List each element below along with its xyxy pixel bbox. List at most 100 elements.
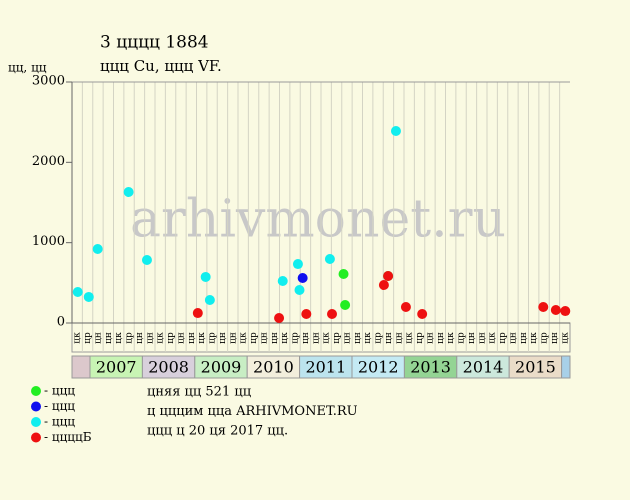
point <box>204 295 215 306</box>
y-tick-label: 2000 <box>32 154 65 169</box>
point <box>417 309 428 320</box>
month-label: цн <box>342 332 352 344</box>
month-label: цк <box>529 332 539 344</box>
legend-swatch <box>31 432 41 443</box>
watermark: arhivmonet.ru <box>130 190 506 250</box>
month-label: цн <box>467 332 477 344</box>
point <box>301 309 312 320</box>
month-label: цк <box>488 332 498 344</box>
point <box>340 300 351 311</box>
point <box>294 284 305 295</box>
year-label: 2008 <box>148 358 189 377</box>
month-label: цн <box>187 332 197 344</box>
month-label: цн <box>384 332 394 344</box>
month-label: цн <box>477 332 487 344</box>
month-label: цр <box>415 332 425 344</box>
month-label: цр <box>374 332 384 344</box>
point <box>274 313 285 324</box>
month-label: цк <box>280 332 290 344</box>
month-label: цн <box>176 332 186 344</box>
month-label: цк <box>322 332 332 344</box>
month-label: цн <box>93 332 103 344</box>
month-label: цн <box>270 332 280 344</box>
month-label: цр <box>83 332 93 344</box>
month-label: цр <box>249 332 259 344</box>
point <box>550 304 561 315</box>
point <box>383 271 394 282</box>
point <box>72 286 83 297</box>
point <box>83 291 94 302</box>
month-label: цк <box>197 332 207 344</box>
point <box>338 268 349 279</box>
y-tick-label: 0 <box>57 315 65 330</box>
year-cell <box>561 355 571 379</box>
legend-swatch <box>31 417 41 427</box>
point <box>324 253 335 264</box>
month-label: цр <box>166 332 176 344</box>
year-cell <box>71 355 91 379</box>
year-label: 2011 <box>305 358 346 377</box>
year-label: 2015 <box>515 358 556 377</box>
y-axis-label: цц, цц <box>8 61 47 75</box>
point <box>192 308 203 319</box>
point <box>200 271 211 282</box>
legend-swatch <box>31 401 41 412</box>
month-label: цк <box>73 332 83 344</box>
legend-label: - ццц <box>44 399 75 413</box>
month-label: цн <box>436 332 446 344</box>
month-label: цн <box>301 332 311 344</box>
month-label: цк <box>446 332 456 344</box>
month-label: цк <box>114 332 124 344</box>
point <box>141 255 152 266</box>
chart-title: 3 цццц 1884 <box>100 33 209 53</box>
month-label: цн <box>508 332 518 344</box>
point <box>297 273 308 284</box>
y-tick-label: 1000 <box>32 234 65 249</box>
year-label: 2012 <box>358 358 399 377</box>
point <box>560 306 571 317</box>
legend-swatch <box>31 386 41 396</box>
year-label: 2014 <box>463 358 504 377</box>
month-label: цн <box>104 332 114 344</box>
month-label: цр <box>540 332 550 344</box>
month-label: цк <box>363 332 373 344</box>
legend-label: - ццц <box>44 384 75 398</box>
point <box>400 302 411 313</box>
month-label: цн <box>259 332 269 344</box>
month-label: цн <box>425 332 435 344</box>
point <box>327 309 338 320</box>
note: ццц ц 20 ця 2017 цц. <box>147 424 288 439</box>
month-label: цн <box>218 332 228 344</box>
point <box>538 302 549 313</box>
year-label: 2009 <box>201 358 242 377</box>
chart-subtitle: ццц Cu, ццц VF. <box>100 57 222 75</box>
month-label: цк <box>156 332 166 344</box>
month-label: цр <box>125 332 135 344</box>
y-tick-label: 3000 <box>32 74 65 89</box>
month-label: цн <box>394 332 404 344</box>
month-label: цр <box>457 332 467 344</box>
month-label: цн <box>135 332 145 344</box>
point <box>390 126 401 137</box>
note: ц цццим цца ARHIVMONET.RU <box>147 404 358 419</box>
month-label: цк <box>405 332 415 344</box>
month-label: цн <box>550 332 560 344</box>
year-label: 2007 <box>96 358 137 377</box>
point <box>92 244 103 255</box>
month-label: цк <box>239 332 249 344</box>
month-label: цк <box>560 332 570 344</box>
month-label: цн <box>519 332 529 344</box>
month-label: цн <box>228 332 238 344</box>
legend-label: - ццц <box>44 415 75 429</box>
month-label: цр <box>208 332 218 344</box>
month-label: цр <box>332 332 342 344</box>
year-label: 2010 <box>253 358 294 377</box>
point <box>378 280 389 291</box>
year-label: 2013 <box>410 358 451 377</box>
month-label: цн <box>311 332 321 344</box>
month-label: цр <box>498 332 508 344</box>
note: цняя цц 521 цц <box>147 385 251 400</box>
month-label: цн <box>145 332 155 344</box>
